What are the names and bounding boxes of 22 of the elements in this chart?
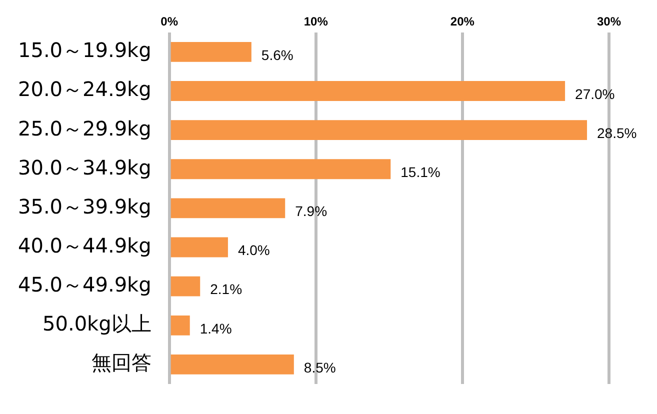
y-tick-label: 40.0～44.9kg xyxy=(18,233,152,258)
y-tick-label: 30.0～34.9kg xyxy=(18,155,152,180)
y-tick-label: 35.0～39.9kg xyxy=(18,194,152,218)
data-label: 5.6% xyxy=(261,46,294,63)
x-tick-label: 30% xyxy=(596,14,622,29)
y-tick-label: 無回答 xyxy=(91,350,152,375)
y-tick-label: 25.0～29.9kg xyxy=(18,116,152,140)
data-label: 4.0% xyxy=(238,242,270,258)
data-label: 15.1% xyxy=(400,164,440,180)
data-label: 7.9% xyxy=(295,203,328,220)
x-tick-label: 10% xyxy=(304,14,328,29)
data-label: 28.5% xyxy=(597,124,637,141)
data-label: 1.4% xyxy=(200,320,232,336)
data-label: 2.1% xyxy=(210,281,242,298)
y-tick-label: 15.0～19.9kg xyxy=(18,38,152,62)
y-tick-label: 45.0～49.9kg xyxy=(18,272,152,297)
data-label: 8.5% xyxy=(304,359,336,376)
data-label: 27.0% xyxy=(575,86,615,102)
y-tick-label: 20.0～24.9kg xyxy=(18,77,152,102)
y-tick-label: 50.0kg以上 xyxy=(42,312,152,336)
x-tick-label: 20% xyxy=(450,14,475,29)
x-tick-label: 0% xyxy=(160,14,178,29)
